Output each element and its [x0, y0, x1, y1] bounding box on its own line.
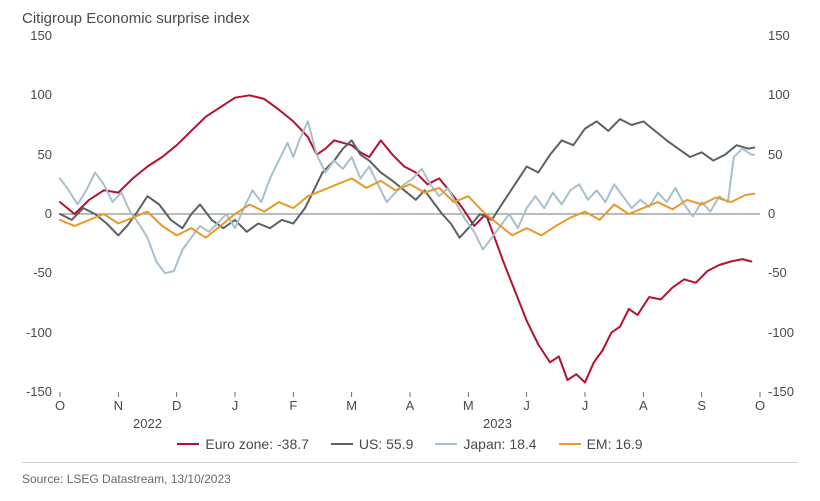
legend-swatch: [559, 443, 581, 445]
source-text: Source: LSEG Datastream, 13/10/2023: [22, 472, 231, 486]
xtick-month: M: [463, 398, 474, 413]
series-us: [60, 119, 754, 238]
xtick-month: A: [406, 398, 415, 413]
series-japan: [60, 121, 754, 273]
legend-item-us: US: 55.9: [331, 436, 413, 452]
series-em: [60, 178, 754, 237]
chart-container: Citigroup Economic surprise index 150100…: [0, 0, 820, 501]
ytick-left: -100: [12, 325, 52, 340]
ytick-left: 50: [12, 147, 52, 162]
xtick-month: O: [55, 398, 65, 413]
xtick-month: J: [582, 398, 589, 413]
xtick-month: A: [639, 398, 648, 413]
xtick-month: S: [697, 398, 706, 413]
legend-label: Euro zone: -38.7: [205, 436, 309, 452]
legend-label: Japan: 18.4: [463, 436, 536, 452]
xtick-month: F: [289, 398, 297, 413]
legend: Euro zone: -38.7 US: 55.9 Japan: 18.4 EM: 1…: [60, 436, 760, 452]
xtick-month: J: [232, 398, 239, 413]
xtick-month: M: [346, 398, 357, 413]
xtick-year: 2023: [483, 416, 512, 431]
ytick-left: 150: [12, 28, 52, 43]
ytick-right: 100: [768, 87, 808, 102]
ytick-left: 100: [12, 87, 52, 102]
ytick-right: 0: [768, 206, 808, 221]
xtick-month: N: [114, 398, 123, 413]
ytick-right: -150: [768, 384, 808, 399]
legend-swatch: [177, 443, 199, 445]
ytick-left: -50: [12, 265, 52, 280]
divider-line: [22, 462, 798, 463]
ytick-left: -150: [12, 384, 52, 399]
xtick-month: D: [172, 398, 181, 413]
ytick-right: -100: [768, 325, 808, 340]
series-euro-zone: [60, 95, 751, 382]
legend-label: US: 55.9: [359, 436, 413, 452]
ytick-left: 0: [12, 206, 52, 221]
ytick-right: 150: [768, 28, 808, 43]
legend-swatch: [331, 443, 353, 445]
legend-item-euro-zone: Euro zone: -38.7: [177, 436, 309, 452]
legend-swatch: [435, 443, 457, 445]
legend-item-japan: Japan: 18.4: [435, 436, 536, 452]
line-chart: [0, 0, 820, 501]
ytick-right: -50: [768, 265, 808, 280]
xtick-month: J: [523, 398, 530, 413]
legend-label: EM: 16.9: [587, 436, 643, 452]
legend-item-em: EM: 16.9: [559, 436, 643, 452]
xtick-year: 2022: [133, 416, 162, 431]
xtick-month: O: [755, 398, 765, 413]
ytick-right: 50: [768, 147, 808, 162]
